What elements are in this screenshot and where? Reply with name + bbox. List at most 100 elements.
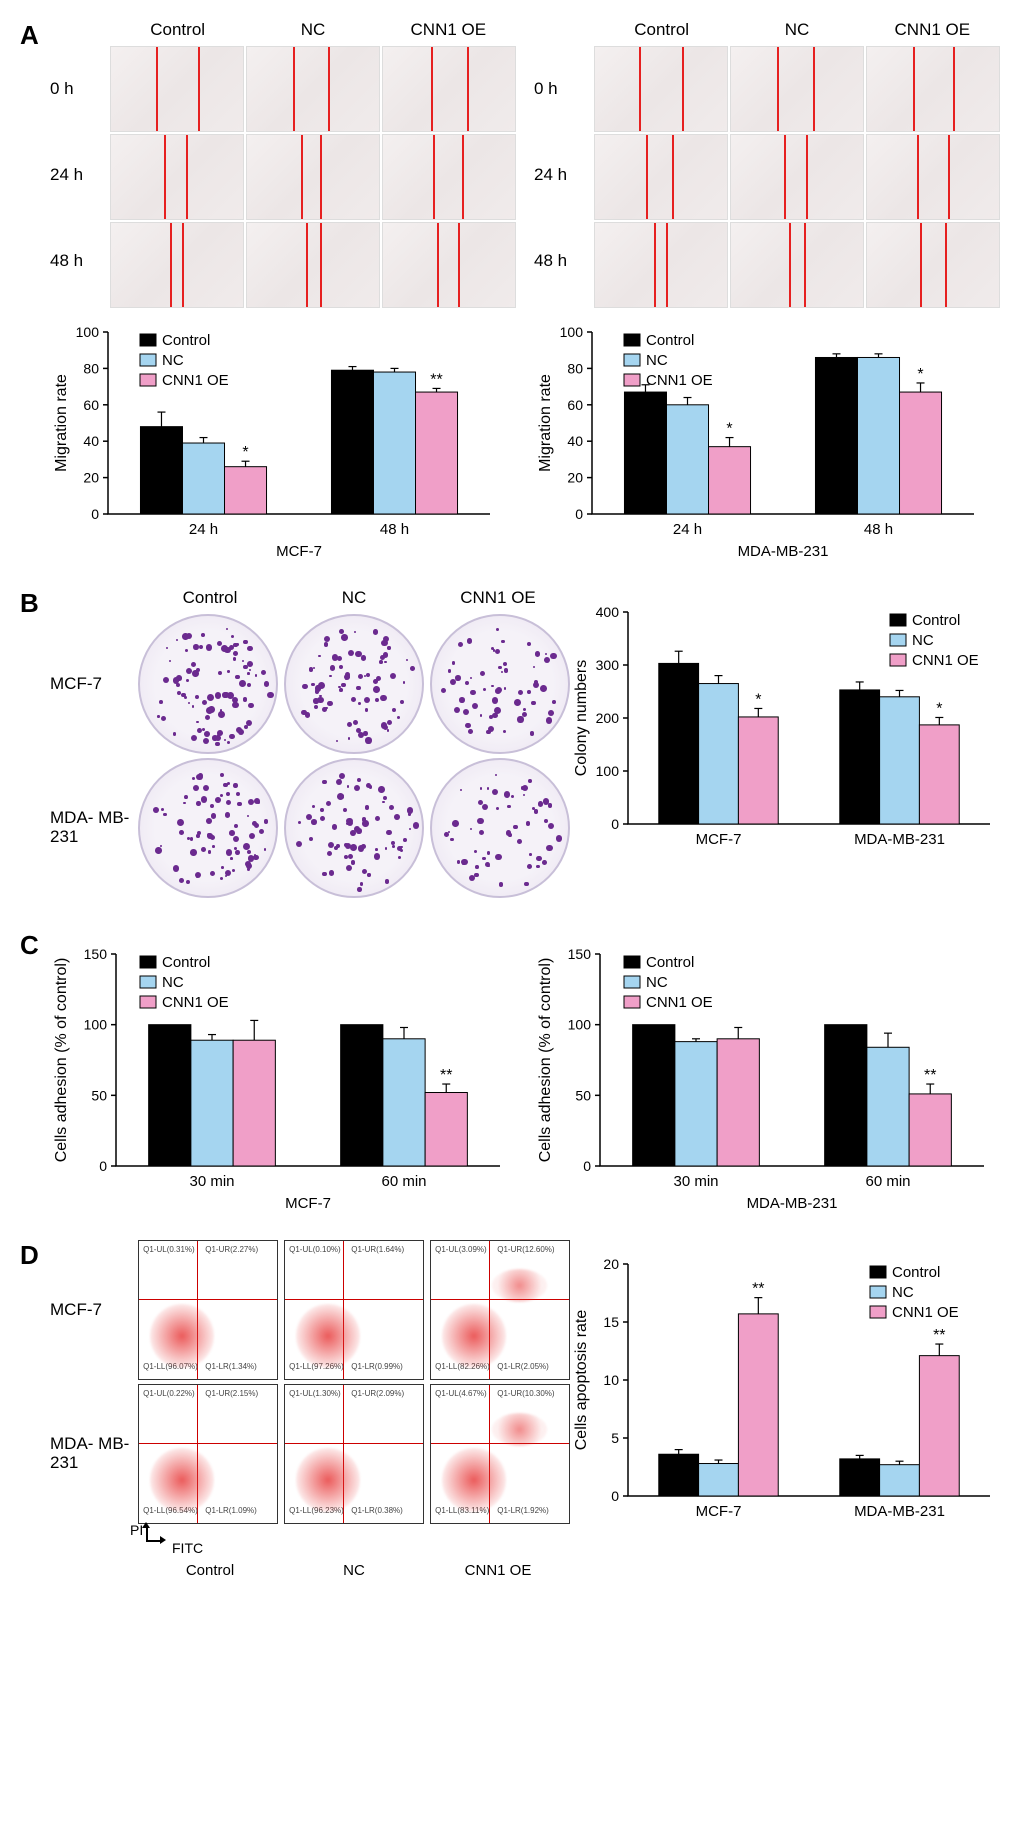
wound-time-label: 24 h	[50, 132, 110, 218]
svg-text:15: 15	[603, 1314, 619, 1330]
wound-cond-label: NC	[729, 20, 864, 40]
svg-text:**: **	[933, 1327, 945, 1344]
wound-image-cell	[594, 134, 728, 220]
flow-plot: Q1-UL(0.31%)Q1-UR(2.27%)Q1-LL(96.07%)Q1-…	[138, 1240, 278, 1380]
svg-text:60 min: 60 min	[865, 1173, 910, 1190]
colony-dish	[430, 614, 570, 754]
colony-dish	[138, 614, 278, 754]
wound-image-cell	[866, 222, 1000, 308]
svg-text:20: 20	[603, 1256, 619, 1272]
svg-text:Cells adhesion (% of control): Cells adhesion (% of control)	[537, 958, 554, 1163]
flow-plot: Q1-UL(0.10%)Q1-UR(1.64%)Q1-LL(97.26%)Q1-…	[284, 1240, 424, 1380]
svg-text:20: 20	[567, 470, 583, 486]
colony-dish	[430, 758, 570, 898]
flow-plot: Q1-UL(0.22%)Q1-UR(2.15%)Q1-LL(96.54%)Q1-…	[138, 1384, 278, 1524]
svg-text:150: 150	[84, 946, 108, 962]
wound-image-cell	[730, 46, 864, 132]
svg-text:100: 100	[560, 324, 584, 340]
svg-text:400: 400	[596, 604, 620, 620]
apoptosis-chart: 05101520Cells apoptosis rate**MCF-7**MDA…	[570, 1252, 1000, 1532]
flow-row-label: MCF-7	[50, 1240, 138, 1380]
svg-text:24 h: 24 h	[189, 521, 218, 538]
panel-b-label: B	[20, 588, 39, 619]
colony-dish	[284, 758, 424, 898]
flow-quadrant-text: Q1-LR(2.05%)	[497, 1362, 549, 1371]
wound-image-cell	[730, 134, 864, 220]
svg-text:50: 50	[91, 1087, 107, 1103]
colony-row-label: MDA- MB-231	[50, 758, 138, 898]
svg-text:Control: Control	[912, 612, 960, 629]
svg-text:CNN1 OE: CNN1 OE	[162, 372, 229, 389]
colony-dish	[284, 614, 424, 754]
flow-quadrant-text: Q1-UL(0.22%)	[143, 1389, 195, 1398]
colony-dishes: ControlNCCNN1 OEMCF-7MDA- MB-231	[50, 588, 570, 902]
flow-quadrant-text: Q1-LR(1.34%)	[205, 1362, 257, 1371]
svg-text:MDA-MB-231: MDA-MB-231	[747, 1195, 838, 1212]
svg-text:Control: Control	[646, 332, 694, 349]
flow-quadrant-text: Q1-UR(10.30%)	[497, 1389, 554, 1398]
wound-cond-label: CNN1 OE	[865, 20, 1000, 40]
svg-text:0: 0	[611, 1488, 619, 1504]
wound-image-cell	[382, 46, 516, 132]
panel-d: D MCF-7Q1-UL(0.31%)Q1-UR(2.27%)Q1-LL(96.…	[20, 1240, 1000, 1579]
svg-text:CNN1 OE: CNN1 OE	[646, 372, 713, 389]
svg-text:0: 0	[99, 1158, 107, 1174]
wound-image-cell	[110, 222, 244, 308]
svg-text:**: **	[752, 1281, 764, 1298]
svg-text:MDA-MB-231: MDA-MB-231	[854, 1503, 945, 1520]
svg-text:50: 50	[575, 1087, 591, 1103]
panel-c-label: C	[20, 930, 39, 961]
svg-text:20: 20	[83, 470, 99, 486]
svg-text:30 min: 30 min	[673, 1173, 718, 1190]
colony-cond-label: NC	[282, 588, 426, 608]
svg-text:24 h: 24 h	[673, 521, 702, 538]
wound-healing-images: ControlNCCNN1 OE0 h24 h48 h ControlNCCNN…	[50, 20, 1000, 308]
svg-text:*: *	[917, 366, 923, 383]
svg-text:*: *	[936, 700, 942, 717]
svg-text:**: **	[430, 371, 442, 388]
panel-a: A ControlNCCNN1 OE0 h24 h48 h ControlNCC…	[20, 20, 1000, 560]
svg-text:60: 60	[567, 397, 583, 413]
svg-text:Control: Control	[646, 954, 694, 971]
svg-text:0: 0	[91, 506, 99, 522]
flow-x-cond-label: CNN1 OE	[426, 1562, 570, 1579]
svg-text:MCF-7: MCF-7	[285, 1195, 331, 1212]
svg-text:Migration rate: Migration rate	[537, 374, 554, 472]
panel-a-label: A	[20, 20, 39, 51]
svg-text:NC: NC	[646, 352, 668, 369]
flow-quadrant-text: Q1-LR(0.38%)	[351, 1506, 403, 1515]
wound-image-cell	[866, 46, 1000, 132]
colony-chart: 0100200300400Colony numbers*MCF-7*MDA-MB…	[570, 600, 1000, 860]
svg-text:60: 60	[83, 397, 99, 413]
svg-text:NC: NC	[162, 352, 184, 369]
wound-cond-label: CNN1 OE	[381, 20, 516, 40]
svg-text:*: *	[755, 691, 761, 708]
migration-chart-mcf7: 020406080100Migration rate*24 h**48 hMCF…	[50, 320, 516, 560]
wound-image-cell	[246, 134, 380, 220]
flow-quadrant-text: Q1-UR(2.27%)	[205, 1245, 258, 1254]
svg-text:48 h: 48 h	[864, 521, 893, 538]
svg-text:NC: NC	[162, 974, 184, 991]
svg-text:10: 10	[603, 1372, 619, 1388]
svg-text:40: 40	[567, 433, 583, 449]
wound-time-label: 24 h	[534, 132, 594, 218]
flow-quadrant-text: Q1-UL(1.30%)	[289, 1389, 341, 1398]
svg-text:0: 0	[575, 506, 583, 522]
flow-quadrant-text: Q1-LR(0.99%)	[351, 1362, 403, 1371]
svg-text:150: 150	[568, 946, 592, 962]
flow-plot: Q1-UL(4.67%)Q1-UR(10.30%)Q1-LL(83.11%)Q1…	[430, 1384, 570, 1524]
svg-text:200: 200	[596, 710, 620, 726]
migration-chart-mdamb231: 020406080100Migration rate*24 h*48 hMDA-…	[534, 320, 1000, 560]
flow-quadrant-text: Q1-UL(3.09%)	[435, 1245, 487, 1254]
flow-quadrant-text: Q1-UR(12.60%)	[497, 1245, 554, 1254]
svg-text:MCF-7: MCF-7	[696, 1503, 742, 1520]
svg-text:NC: NC	[912, 632, 934, 649]
svg-text:100: 100	[596, 763, 620, 779]
svg-text:100: 100	[84, 1017, 108, 1033]
svg-text:100: 100	[76, 324, 100, 340]
flow-plot: Q1-UL(1.30%)Q1-UR(2.09%)Q1-LL(96.23%)Q1-…	[284, 1384, 424, 1524]
adhesion-chart-mdamb231: 050100150Cells adhesion (% of control)30…	[534, 942, 1000, 1212]
svg-text:80: 80	[567, 360, 583, 376]
panel-b: B ControlNCCNN1 OEMCF-7MDA- MB-231 01002…	[20, 588, 1000, 902]
svg-text:CNN1 OE: CNN1 OE	[646, 994, 713, 1011]
